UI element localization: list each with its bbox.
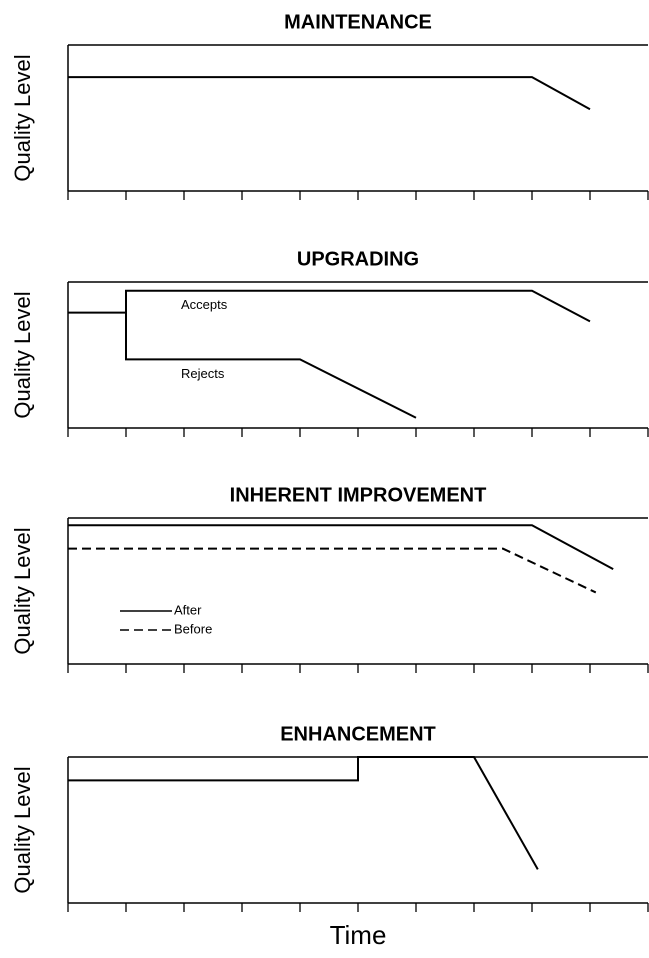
- series-label: Rejects: [181, 366, 225, 381]
- x-axis-label: Time: [330, 920, 387, 950]
- chart-title: ENHANCEMENT: [280, 723, 436, 745]
- legend-label: Before: [174, 621, 212, 636]
- y-axis-label: Quality Level: [10, 527, 35, 654]
- series-line: [68, 756, 539, 870]
- y-axis-label: Quality Level: [10, 766, 35, 893]
- series-line: [68, 524, 614, 570]
- y-axis-label: Quality Level: [10, 291, 35, 418]
- series-line: [68, 289, 591, 323]
- chart-title: MAINTENANCE: [284, 11, 432, 33]
- y-axis-label: Quality Level: [10, 54, 35, 181]
- series-label: Accepts: [181, 297, 228, 312]
- series-line: [68, 76, 591, 111]
- legend-label: After: [174, 602, 202, 617]
- series-line: [68, 547, 597, 594]
- chart-title: INHERENT IMPROVEMENT: [230, 484, 487, 506]
- chart-title: UPGRADING: [297, 248, 419, 270]
- series-line: [125, 312, 417, 419]
